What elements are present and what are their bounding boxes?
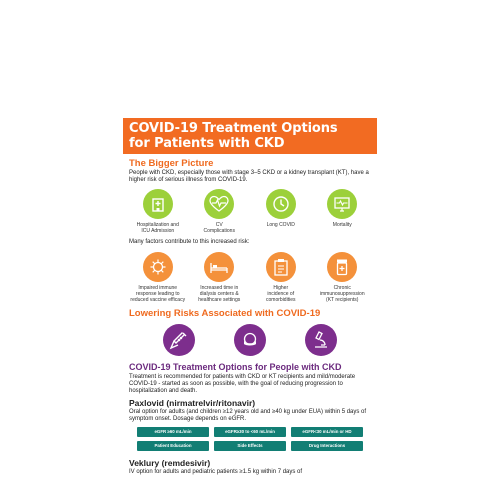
factor-label: Increased time in dialysis centers & healt… bbox=[198, 284, 241, 303]
lowering-risks-heading: Lowering Risks Associated with COVID-19 bbox=[129, 307, 321, 319]
syringe-icon bbox=[162, 323, 195, 356]
microscope-icon bbox=[305, 323, 338, 356]
risk-hospitalization: Hospitalization and ICU Admission bbox=[128, 189, 188, 234]
factor-label: Chronic immunosuppression (KT recipients) bbox=[319, 284, 365, 303]
risk-mortality: Mortality bbox=[312, 189, 372, 234]
factors-intro: Many factors contribute to this increase… bbox=[129, 239, 250, 246]
factor-label: Impaired immune response leading to reduce… bbox=[130, 284, 186, 303]
paxlovid-text: Oral option for adults (and children ≥12… bbox=[129, 409, 367, 423]
veklury-text: IV option for adults and pediatric patie… bbox=[129, 468, 303, 475]
egfr-30-60-button[interactable]: eGFR≥30 to <60 mL/min bbox=[214, 426, 286, 437]
pill-bottle-icon bbox=[327, 251, 358, 282]
title-line-1: COVID-19 Treatment Options bbox=[129, 121, 338, 136]
treatment-heading: COVID-19 Treatment Options for People wi… bbox=[129, 361, 342, 372]
paxlovid-title: Paxlovid (nirmatrelvir/ritonavir) bbox=[129, 398, 256, 409]
factor-dialysis: Increased time in dialysis centers & healt… bbox=[189, 251, 249, 303]
veklury-title: Veklury (remdesivir) bbox=[129, 457, 211, 468]
side-effects-button[interactable]: Side Effects bbox=[214, 440, 286, 451]
risk-icon-row: Hospitalization and ICU Admission CV Compl… bbox=[123, 184, 377, 234]
monitor-icon bbox=[327, 189, 358, 220]
hospital-icon bbox=[142, 189, 173, 220]
egfr-60-button[interactable]: eGFR ≥60 mL/min bbox=[137, 426, 209, 437]
clipboard-icon bbox=[265, 251, 296, 282]
risk-label: Hospitalization and ICU Admission bbox=[136, 222, 179, 235]
mask-icon bbox=[233, 323, 266, 356]
egfr-below-30-button[interactable]: eGFR<30 mL/min or HD bbox=[291, 426, 363, 437]
infographic-document: COVID-19 Treatment Options for Patients … bbox=[123, 118, 377, 500]
risk-long-covid: Long COVID bbox=[251, 189, 311, 234]
title-line-2: for Patients with CKD bbox=[129, 136, 285, 151]
factor-label: Higher incidence of comorbidities bbox=[266, 284, 296, 303]
risk-label: Mortality bbox=[332, 222, 352, 229]
hospital-bed-icon bbox=[204, 251, 235, 282]
treatment-text: Treatment is recommended for patients wi… bbox=[129, 373, 356, 395]
risk-label: Long COVID bbox=[266, 222, 295, 229]
lowering-icon-row bbox=[123, 320, 377, 356]
drug-interactions-button[interactable]: Drug Interactions bbox=[291, 440, 363, 451]
patient-education-button[interactable]: Patient Education bbox=[137, 440, 209, 451]
page-title: COVID-19 Treatment Options for Patients … bbox=[129, 121, 371, 151]
bigger-picture-text: People with CKD, especially those with s… bbox=[129, 170, 369, 184]
risk-cv: CV Complications bbox=[189, 189, 249, 234]
factor-immune: Impaired immune response leading to reduce… bbox=[128, 251, 188, 303]
factor-immunosuppression: Chronic immunosuppression (KT recipients) bbox=[312, 251, 372, 303]
factor-icon-row: Impaired immune response leading to reduce… bbox=[123, 247, 377, 303]
bigger-picture-heading: The Bigger Picture bbox=[129, 158, 214, 169]
title-banner: COVID-19 Treatment Options for Patients … bbox=[123, 118, 377, 154]
clock-icon bbox=[265, 189, 296, 220]
virus-icon bbox=[142, 251, 173, 282]
risk-label: CV Complications bbox=[203, 222, 235, 235]
paxlovid-button-grid: eGFR ≥60 mL/min eGFR≥30 to <60 mL/min eG… bbox=[123, 424, 377, 454]
factor-comorbidities: Higher incidence of comorbidities bbox=[251, 251, 311, 303]
heart-pulse-icon bbox=[204, 189, 235, 220]
